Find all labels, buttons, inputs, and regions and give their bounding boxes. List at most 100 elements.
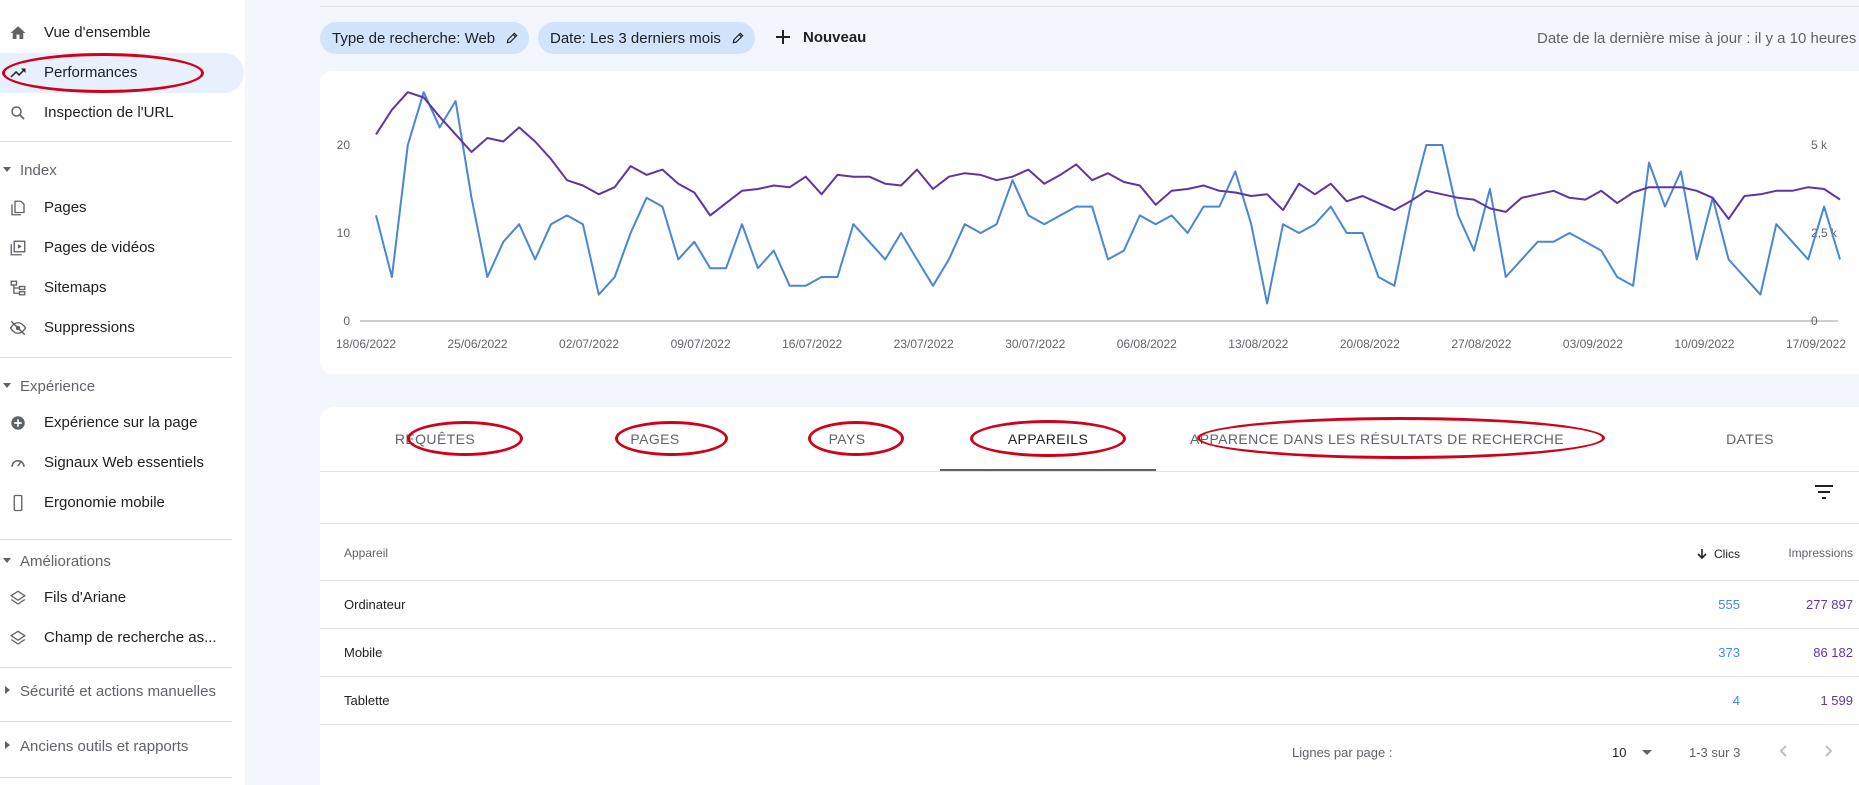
sidebar-item-label: Performances (44, 64, 138, 81)
sidebar-item-label: Sitemaps (44, 279, 107, 296)
tab-countries[interactable]: PAYS (828, 431, 866, 447)
date-chip[interactable]: Date: Les 3 derniers mois (538, 22, 755, 54)
active-tab-indicator (940, 469, 1156, 471)
eye-off-icon (9, 320, 27, 336)
tabs-divider (320, 471, 1859, 472)
x-tick-label: 23/07/2022 (894, 337, 954, 351)
sidebar-item-overview[interactable]: Vue d'ensemble (0, 13, 244, 53)
previous-page-icon[interactable] (1776, 743, 1792, 759)
sidebar-item-video-pages[interactable]: Pages de vidéos (0, 228, 244, 268)
column-header-clicks[interactable]: Clics (1632, 546, 1740, 561)
rows-per-page-label: Lignes par page : (1292, 745, 1393, 760)
trending-up-icon (10, 68, 26, 78)
tab-devices[interactable]: APPAREILS (1007, 431, 1089, 447)
sidebar-item-label: Champ de recherche as... (44, 629, 217, 646)
row-divider (320, 628, 1859, 629)
sidebar-item-label: Signaux Web essentiels (44, 454, 204, 471)
x-tick-label: 20/08/2022 (1340, 337, 1400, 351)
search-type-chip[interactable]: Type de recherche: Web (320, 22, 529, 54)
x-tick-label: 09/07/2022 (671, 337, 731, 351)
row-clicks: 4 (1732, 693, 1740, 708)
sidebar-item-label: Expérience sur la page (44, 414, 198, 431)
sidebar-item-breadcrumbs[interactable]: Fils d'Ariane (0, 578, 244, 618)
video-pages-icon (10, 240, 26, 256)
plus-icon (776, 30, 790, 44)
x-tick-label: 27/08/2022 (1451, 337, 1511, 351)
header-divider (320, 580, 1859, 581)
sidebar-item-sitelinks-searchbox[interactable]: Champ de recherche as... (0, 618, 244, 658)
sidebar-item-page-experience[interactable]: Expérience sur la page (0, 403, 244, 443)
sidebar-section-title: Améliorations (20, 553, 111, 570)
layers-icon (10, 590, 26, 605)
row-device[interactable]: Ordinateur (344, 597, 406, 612)
row-clicks: 373 (1718, 645, 1740, 660)
pencil-icon[interactable] (731, 31, 745, 45)
pages-icon (11, 200, 25, 216)
y-left-tick-label: 20 (337, 138, 351, 152)
sidebar-section-enhancements[interactable]: Améliorations (0, 548, 240, 578)
sidebar-divider (0, 539, 232, 540)
sidebar-item-pages[interactable]: Pages (0, 188, 244, 228)
column-header-impressions[interactable]: Impressions (1788, 546, 1853, 560)
sidebar-divider (0, 141, 232, 142)
sidebar-item-core-web-vitals[interactable]: Signaux Web essentiels (0, 443, 244, 483)
y-left-tick-label: 10 (337, 226, 351, 240)
tab-dates[interactable]: DATES (1726, 431, 1774, 447)
sidebar-section-title: Anciens outils et rapports (20, 738, 189, 755)
sidebar-item-performance[interactable]: Performances (0, 53, 244, 93)
sidebar-section-security[interactable]: Sécurité et actions manuelles (0, 678, 240, 708)
impressions-series-line (375, 91, 1841, 220)
sidebar-item-label: Pages (44, 199, 87, 216)
caret-down-icon (3, 167, 11, 172)
tab-pages[interactable]: PAGES (630, 431, 680, 447)
rows-per-page-select[interactable]: 10 (1612, 745, 1627, 760)
sitemap-icon (10, 280, 26, 296)
filter-rows-icon[interactable] (1814, 484, 1834, 500)
x-tick-label: 17/09/2022 (1786, 337, 1846, 351)
chip-label: Type de recherche: Web (332, 29, 496, 47)
sidebar-item-label: Fils d'Ariane (44, 589, 127, 606)
sidebar-section-index[interactable]: Index (0, 157, 240, 187)
sidebar-item-removals[interactable]: Suppressions (0, 308, 244, 348)
y-right-tick-label: 5 k (1811, 138, 1828, 152)
sidebar-item-sitemaps[interactable]: Sitemaps (0, 268, 244, 308)
sidebar-section-experience[interactable]: Expérience (0, 373, 240, 403)
row-clicks: 555 (1718, 597, 1740, 612)
sidebar-item-label: Pages de vidéos (44, 239, 155, 256)
x-tick-label: 06/08/2022 (1117, 337, 1177, 351)
dropdown-caret-icon[interactable] (1642, 750, 1652, 755)
x-tick-label: 03/09/2022 (1563, 337, 1623, 351)
sidebar-item-label: Ergonomie mobile (44, 494, 165, 511)
caret-right-icon (5, 686, 10, 694)
column-header-device[interactable]: Appareil (344, 546, 389, 560)
caret-down-icon (3, 383, 11, 388)
sidebar-section-title: Index (20, 162, 57, 179)
top-divider (320, 6, 1859, 7)
sidebar-section-legacy-tools[interactable]: Anciens outils et rapports (0, 733, 240, 763)
sidebar: Vue d'ensemble Performances Inspection d… (0, 0, 245, 785)
pencil-icon[interactable] (505, 31, 519, 45)
sidebar-item-url-inspection[interactable]: Inspection de l'URL (0, 93, 244, 133)
sidebar-item-label: Inspection de l'URL (44, 104, 174, 121)
next-page-icon[interactable] (1820, 743, 1836, 759)
row-device[interactable]: Mobile (344, 645, 383, 660)
caret-down-icon (3, 558, 11, 563)
sidebar-item-mobile-usability[interactable]: Ergonomie mobile (0, 483, 244, 523)
tab-queries[interactable]: REQUÊTES (394, 431, 476, 447)
sidebar-divider (0, 777, 232, 778)
x-tick-label: 18/06/2022 (336, 337, 396, 351)
y-right-tick-label: 0 (1811, 314, 1818, 328)
sidebar-section-title: Sécurité et actions manuelles (20, 683, 216, 700)
row-device[interactable]: Tablette (344, 693, 390, 708)
row-impressions: 277 897 (1806, 597, 1853, 612)
sidebar-divider (0, 721, 232, 722)
new-filter-label: Nouveau (803, 29, 867, 46)
gauge-icon (11, 460, 25, 467)
tab-search-appearance[interactable]: APPARENCE DANS LES RÉSULTATS DE RECHERCH… (1190, 431, 1564, 447)
search-icon (11, 106, 25, 120)
row-divider (320, 676, 1859, 677)
plus-circle-icon (11, 416, 25, 430)
pagination-range: 1-3 sur 3 (1689, 745, 1741, 760)
